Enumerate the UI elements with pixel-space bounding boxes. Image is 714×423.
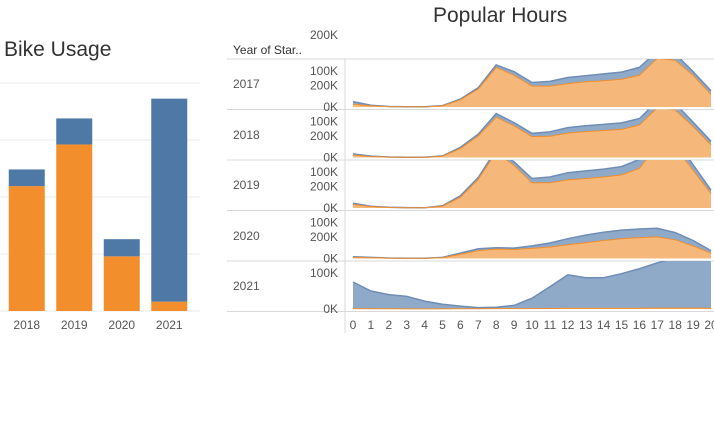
y-tick-label: 100K <box>310 266 338 280</box>
area-row-2020 <box>352 227 712 259</box>
x-tick-label: 8 <box>493 318 500 332</box>
year-label-2021[interactable]: 2021 <box>233 279 260 293</box>
bar-orange-2018 <box>8 186 45 311</box>
bar-blue-2019 <box>56 118 93 145</box>
line-orange <box>352 160 712 209</box>
area-row-2018 <box>352 109 712 159</box>
year-label-2019[interactable]: 2019 <box>233 178 260 192</box>
y-tick-label: 100K <box>310 165 338 179</box>
bar-blue-2018 <box>8 169 45 187</box>
x-tick-label: 2 <box>385 318 392 332</box>
bike-usage-chart[interactable]: 2018 2019 2020 2021 <box>0 70 200 332</box>
area-orange <box>353 236 711 259</box>
x-tick-label: 17 <box>651 318 665 332</box>
row-header-year[interactable]: Year of Star.. <box>233 43 302 57</box>
year-label-2017[interactable]: 2017 <box>233 77 260 91</box>
x-tick-label: 5 <box>439 318 446 332</box>
x-tick-label: 2018 <box>13 318 40 332</box>
y-tick-label: 100K <box>310 64 338 78</box>
x-tick-label: 12 <box>561 318 575 332</box>
y-tick-label: 0K <box>323 151 338 165</box>
y-tick-label: 200K <box>310 180 338 194</box>
area-orange <box>353 160 711 208</box>
y-tick-label: 0K <box>323 302 338 316</box>
x-tick-label: 4 <box>421 318 428 332</box>
line-orange <box>352 236 712 259</box>
y-tick-label: 200K <box>310 230 338 244</box>
line-orange <box>352 307 712 310</box>
area-row-2017 <box>352 59 712 108</box>
line-orange <box>352 109 712 158</box>
popular-hours-title: Popular Hours <box>433 4 568 27</box>
x-tick-label: 19 <box>686 318 700 332</box>
x-tick-label: 1 <box>368 318 375 332</box>
y-tick-label: 200K <box>310 79 338 93</box>
area-orange <box>353 59 711 107</box>
x-tick-label: 20 <box>704 318 714 332</box>
x-tick-label: 16 <box>633 318 647 332</box>
year-label-2020[interactable]: 2020 <box>233 228 260 243</box>
y-tick-label: 100K <box>310 216 338 230</box>
bar-blue-2020 <box>103 239 140 257</box>
x-tick-label: 2021 <box>156 318 183 332</box>
y-tick-label: 200K <box>310 129 338 143</box>
bar-orange-2019 <box>56 144 93 311</box>
bar-orange-2020 <box>103 256 140 311</box>
bike-usage-title: Bike Usage <box>4 38 112 61</box>
x-tick-label: 9 <box>511 318 518 332</box>
x-tick-label: 10 <box>525 318 539 332</box>
y-tick-label: 100K <box>310 115 338 129</box>
line-orange <box>352 59 712 108</box>
y-tick-label: 0K <box>323 252 338 266</box>
x-tick-label: 14 <box>597 318 611 332</box>
x-tick-label: 7 <box>475 318 482 332</box>
x-tick-label: 11 <box>544 318 557 332</box>
x-tick-label: 6 <box>457 318 464 332</box>
x-tick-label: 2020 <box>108 318 135 332</box>
area-row-2021 <box>352 261 712 310</box>
x-tick-label: 2019 <box>61 318 88 332</box>
y-tick-label: 0K <box>323 201 338 215</box>
x-tick-label: 13 <box>579 318 593 332</box>
area-orange <box>353 109 711 158</box>
x-tick-label: 0 <box>350 318 357 332</box>
y-tick-label: 0K <box>323 100 338 114</box>
bar-blue-2021 <box>151 98 188 302</box>
x-tick-label: 18 <box>669 318 683 332</box>
x-tick-label: 3 <box>403 318 410 332</box>
year-label-2018[interactable]: 2018 <box>233 127 260 142</box>
y-tick-label: 200K <box>310 28 338 42</box>
bar-orange-2021 <box>151 301 188 311</box>
x-tick-label: 15 <box>615 318 629 332</box>
area-row-2019 <box>352 160 712 209</box>
area-blue <box>353 261 711 309</box>
line-blue <box>352 261 667 309</box>
